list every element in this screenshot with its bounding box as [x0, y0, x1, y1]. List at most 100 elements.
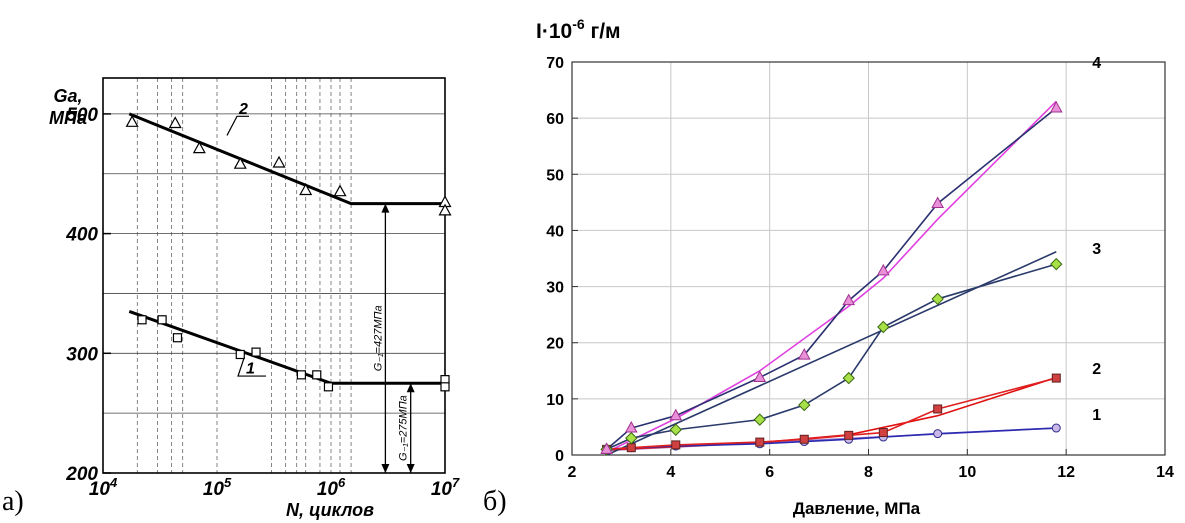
y-tick-label: 0 [555, 448, 564, 465]
series-2-fit [606, 376, 1057, 451]
series-2-point [755, 437, 765, 447]
series-4-point [669, 408, 683, 421]
annotation-arrow-head [381, 203, 390, 213]
series-1-point [755, 439, 765, 449]
x-tick-base: 10 [203, 479, 225, 500]
series-4-point [797, 348, 811, 360]
x-tick-label: 105 [203, 475, 232, 500]
x-tick-base: 10 [89, 479, 111, 500]
series-1-point [157, 315, 167, 325]
y-axis-label-line2: МПа [49, 108, 87, 128]
x-tick-base: 10 [431, 479, 453, 500]
series-1-point [878, 432, 888, 442]
y-axis-label: I·10-6 г/м [536, 16, 621, 43]
series-1-point [312, 370, 322, 380]
series-4-label: 4 [1092, 55, 1101, 72]
series-2-point [844, 430, 854, 440]
x-tick-label: 6 [765, 464, 774, 481]
y-tick-label: 500 [66, 105, 98, 126]
series-2-line [606, 377, 1057, 451]
series-2-point [299, 183, 313, 196]
y-tick-label: 40 [546, 223, 564, 240]
x-tick-label: 8 [864, 464, 873, 481]
series-2-point [272, 155, 286, 168]
y-tick-label: 400 [65, 225, 98, 246]
series-3-point [669, 423, 682, 436]
y-tick-label: 60 [546, 111, 564, 128]
plot-frame [102, 77, 446, 474]
series-3-point [600, 443, 613, 456]
annotation-arrow-head [406, 383, 415, 393]
series-4-point [931, 196, 945, 208]
series-2-point [799, 434, 809, 444]
y-axis-label-exp: -6 [572, 16, 585, 32]
y-tick-label: 10 [546, 392, 564, 409]
series-2-line [128, 112, 445, 206]
series-4-point [842, 293, 856, 306]
y-axis-label-base: I·10 [536, 20, 572, 43]
series-3-line [606, 263, 1057, 451]
series-1-point [296, 370, 307, 380]
series-3-point [1050, 257, 1063, 271]
y-axis-label-line1: Gа, [53, 86, 82, 106]
x-axis-label: Давление, МПа [793, 499, 921, 518]
x-tick-label: 4 [666, 464, 675, 481]
series-1-point [251, 347, 261, 357]
series-2-label: 2 [1092, 361, 1101, 378]
series-2-point [233, 156, 247, 169]
annotation-arrow-head [381, 464, 390, 473]
series-2-point [671, 440, 681, 450]
x-axis-label: N, циклов [286, 500, 374, 520]
series-1-point [799, 437, 809, 447]
x-tick-exp: 4 [109, 475, 118, 490]
series-3-point [877, 320, 890, 334]
x-tick-label: 14 [1156, 464, 1174, 481]
x-tick-base: 10 [317, 479, 339, 500]
series-4-point [876, 263, 890, 276]
y-tick-label: 20 [546, 336, 564, 353]
series-1-line [128, 309, 445, 385]
series-2-point [438, 203, 452, 216]
series-4-line [606, 107, 1057, 450]
series-1-point [440, 382, 450, 392]
y-tick-label: 50 [546, 167, 564, 184]
series-1-point [626, 443, 636, 453]
series-2-point [125, 115, 139, 127]
x-tick-label: 107 [431, 475, 460, 500]
x-tick-exp: 6 [338, 475, 346, 490]
series-2-point [878, 428, 888, 438]
series-1-label: 1 [246, 361, 255, 378]
y-tick-label: 200 [65, 464, 98, 485]
y-axis-label-unit: г/м [585, 20, 621, 43]
series-1-leader [237, 357, 267, 377]
series-1-point [933, 429, 943, 439]
series-1-fit [606, 427, 1057, 452]
series-2-point [192, 141, 206, 154]
series-4-fit [606, 100, 1057, 453]
annotation-arrow-head [406, 464, 415, 473]
series-2-leader [226, 115, 249, 136]
series-3-point [798, 398, 811, 412]
series-2-label: 2 [238, 101, 248, 118]
x-tick-exp: 5 [224, 475, 232, 490]
x-tick-label: 104 [89, 475, 118, 500]
annotation-label: G₋₁=275МПа [398, 395, 410, 461]
series-1-point [844, 434, 854, 444]
series-4-point [1049, 100, 1063, 113]
annotation-label: G₋₁=427МПа [372, 305, 384, 371]
series-4-point [753, 370, 767, 383]
series-3-point [625, 431, 638, 445]
series-3-point [753, 413, 766, 426]
x-tick-label: 10 [958, 464, 976, 481]
series-2-point [333, 184, 347, 197]
series-3-point [931, 292, 944, 306]
series-2-point [626, 443, 636, 453]
series-2-point [1051, 373, 1061, 383]
series-1-point [323, 382, 334, 392]
series-1-point [671, 441, 681, 451]
series-4-point [624, 421, 638, 433]
series-1-label: 1 [1092, 407, 1101, 424]
series-1-point [602, 444, 612, 454]
x-tick-label: 2 [568, 464, 577, 481]
